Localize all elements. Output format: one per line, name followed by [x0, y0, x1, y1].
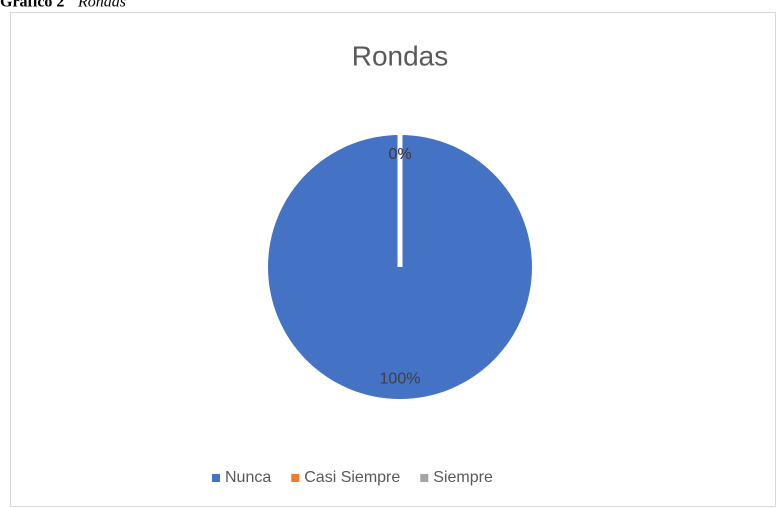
legend-swatch — [212, 474, 220, 482]
legend-label: Casi Siempre — [304, 469, 400, 486]
legend-swatch — [420, 474, 429, 482]
data-label: 0% — [388, 146, 411, 163]
legend-label: Siempre — [433, 469, 493, 486]
data-label: 100% — [380, 370, 421, 387]
caption-label: Gráfico 2 — [0, 0, 64, 11]
legend-label: Nunca — [225, 469, 271, 486]
legend-swatch — [291, 474, 300, 482]
data-label: 0% — [388, 146, 411, 163]
chart-title: Rondas — [352, 40, 449, 71]
caption-title: Rondas — [77, 0, 126, 11]
